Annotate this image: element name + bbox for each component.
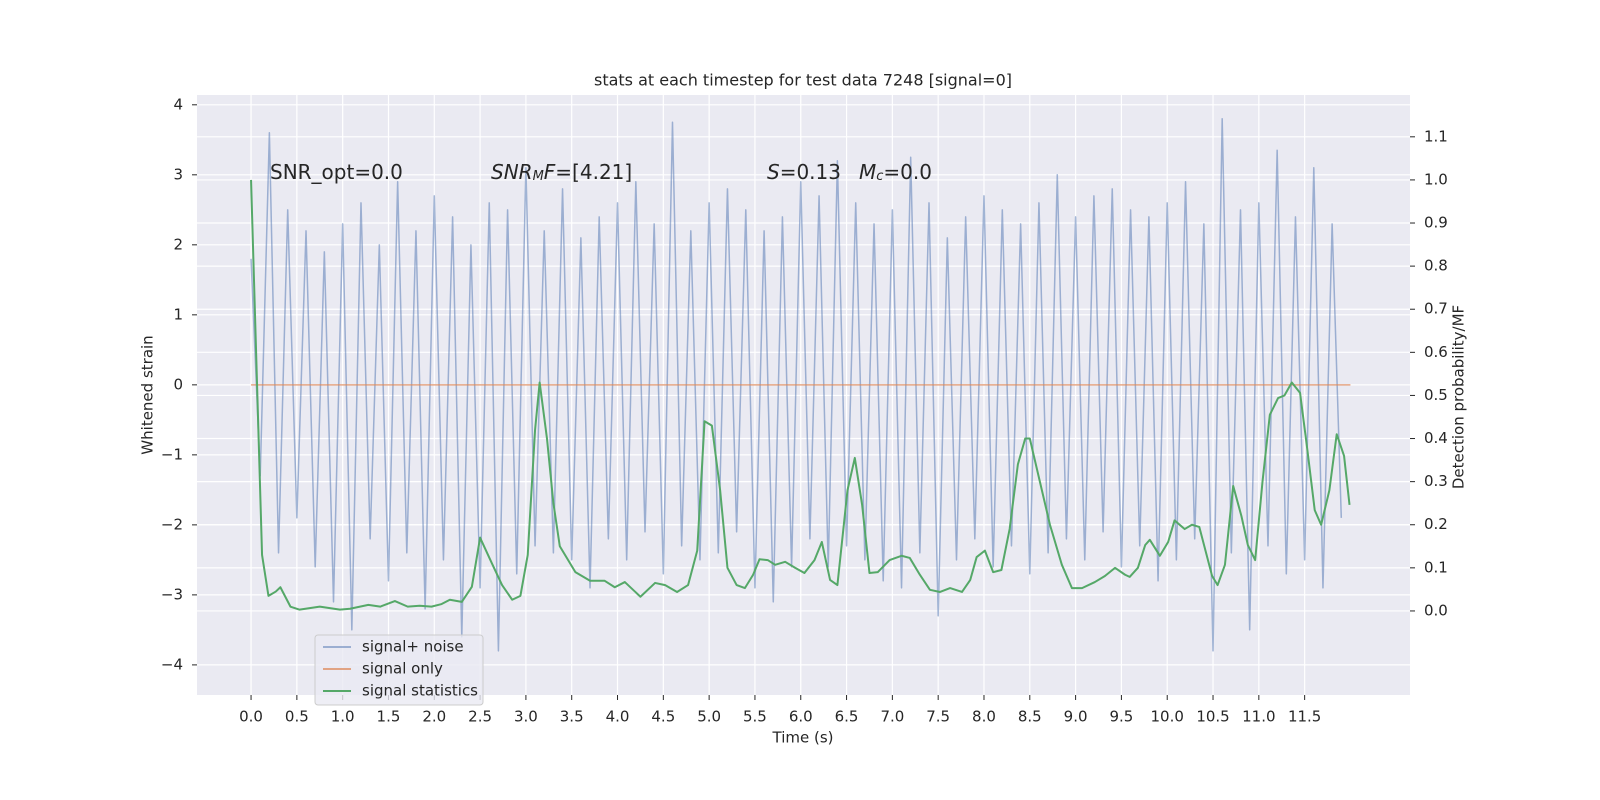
y2-axis-label: Detection probability/MF bbox=[1450, 305, 1468, 489]
y2-tick-label: 0.0 bbox=[1424, 601, 1448, 619]
y-tick-label: −4 bbox=[161, 655, 183, 673]
x-tick-label: 4.5 bbox=[651, 708, 675, 726]
y2-tick-label: 0.8 bbox=[1424, 257, 1448, 275]
y2-tick-label: 0.6 bbox=[1424, 343, 1448, 361]
x-tick-label: 10.5 bbox=[1196, 708, 1229, 726]
x-tick-label: 5.5 bbox=[743, 708, 767, 726]
x-tick-label: 2.5 bbox=[468, 708, 492, 726]
x-tick-label: 4.0 bbox=[606, 708, 630, 726]
annotation: Mc=0.0 bbox=[859, 160, 932, 185]
x-tick-label: 9.0 bbox=[1064, 708, 1088, 726]
x-tick-label: 6.0 bbox=[789, 708, 813, 726]
x-tick-label: 3.5 bbox=[560, 708, 584, 726]
x-tick-label: 8.5 bbox=[1018, 708, 1042, 726]
x-tick-label: 8.0 bbox=[972, 708, 996, 726]
x-axis-label: Time (s) bbox=[772, 729, 834, 747]
legend-label: signal only bbox=[362, 660, 443, 678]
y2-tick-label: 1.1 bbox=[1424, 127, 1448, 145]
y-tick-label: 3 bbox=[173, 165, 183, 183]
legend-label: signal statistics bbox=[362, 682, 478, 700]
annotation-part: =0.0 bbox=[883, 160, 932, 184]
y2-tick-label: 0.7 bbox=[1424, 300, 1448, 318]
annotation-part: M bbox=[859, 160, 876, 184]
x-tick-label: 5.0 bbox=[697, 708, 721, 726]
legend-box bbox=[314, 634, 484, 706]
annotation: S=0.13 bbox=[767, 160, 841, 184]
x-tick-label: 1.0 bbox=[331, 708, 355, 726]
x-tick-label: 3.0 bbox=[514, 708, 538, 726]
annotation: SNRMF=[4.21] bbox=[491, 160, 632, 185]
annotation: SNR_opt=0.0 bbox=[270, 160, 403, 184]
y2-tick-label: 0.5 bbox=[1424, 386, 1448, 404]
labels: stats at each timestep for test data 724… bbox=[139, 71, 1468, 747]
x-tick-label: 11.5 bbox=[1288, 708, 1321, 726]
x-tick-label: 9.5 bbox=[1109, 708, 1133, 726]
y2-tick-label: 0.4 bbox=[1424, 429, 1448, 447]
annotation-part: F bbox=[544, 160, 556, 184]
annotation-part: SNR_opt=0.0 bbox=[270, 160, 403, 184]
x-tick-label: 2.0 bbox=[422, 708, 446, 726]
x-tick-label: 6.5 bbox=[835, 708, 859, 726]
y-tick-label: 4 bbox=[173, 95, 183, 113]
x-tick-label: 1.5 bbox=[377, 708, 401, 726]
y-tick-label: 0 bbox=[173, 375, 183, 393]
annotation-part: =0.13 bbox=[780, 160, 841, 184]
y2-tick-label: 0.2 bbox=[1424, 515, 1448, 533]
y-tick-label: 2 bbox=[173, 235, 183, 253]
y-tick-label: −3 bbox=[161, 585, 183, 603]
y2-tick-label: 0.3 bbox=[1424, 472, 1448, 490]
series-line bbox=[250, 118, 1343, 652]
series-line bbox=[250, 179, 1351, 611]
x-tick-label: 7.0 bbox=[880, 708, 904, 726]
x-tick-label: 10.0 bbox=[1151, 708, 1184, 726]
y-tick-label: −2 bbox=[161, 515, 183, 533]
annotation-part: M bbox=[533, 169, 544, 184]
annotation-part: SNR bbox=[491, 160, 533, 184]
legend-label: signal+ noise bbox=[362, 638, 464, 656]
y2-tick-label: 0.9 bbox=[1424, 214, 1448, 232]
grid bbox=[197, 95, 1410, 695]
x-tick-label: 7.5 bbox=[926, 708, 950, 726]
y2-tick-label: 1.0 bbox=[1424, 170, 1448, 188]
chart-title: stats at each timestep for test data 724… bbox=[594, 71, 1012, 90]
x-tick-label: 0.0 bbox=[239, 708, 263, 726]
x-tick-label: 0.5 bbox=[285, 708, 309, 726]
y-tick-label: 1 bbox=[173, 305, 183, 323]
marks bbox=[250, 118, 1351, 652]
annotation-part: c bbox=[876, 169, 883, 184]
annotation-part: S bbox=[767, 160, 780, 184]
y2-tick-label: 0.1 bbox=[1424, 558, 1448, 576]
annotation-part: =[4.21] bbox=[555, 160, 632, 184]
y-tick-label: −1 bbox=[161, 445, 183, 463]
y-axis-label: Whitened strain bbox=[139, 335, 157, 454]
x-tick-label: 11.0 bbox=[1242, 708, 1275, 726]
